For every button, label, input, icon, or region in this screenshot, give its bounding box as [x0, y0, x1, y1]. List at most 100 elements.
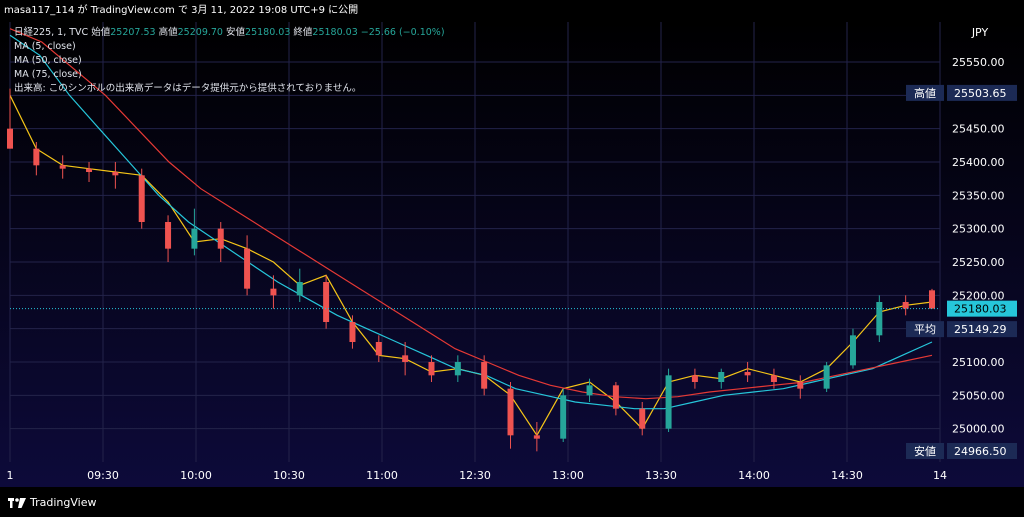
- price-tag-name: 高値: [914, 86, 936, 100]
- price-tag-value: 25503.65: [954, 87, 1007, 100]
- tradingview-brand: TradingView: [30, 496, 97, 509]
- candle-body: [375, 342, 382, 356]
- candle-body: [86, 168, 93, 172]
- price-tag-name-bg: [906, 443, 944, 459]
- chart-frame[interactable]: 25000.0025050.0025100.0025150.0025200.00…: [0, 22, 1024, 487]
- price-tag-name-bg: [906, 84, 944, 101]
- change-value: −25.66 (−0.10%): [360, 27, 445, 38]
- publish-header: masa117_114 が TradingView.com で 3月 11, 2…: [0, 0, 1024, 22]
- x-tick-label: 11:00: [366, 469, 398, 482]
- candle-body: [428, 362, 435, 376]
- legend-ma75-row[interactable]: MA (75, close): [14, 69, 82, 80]
- close-label: 終値: [293, 27, 313, 38]
- candle-body: [270, 288, 277, 296]
- low-value: 25180.03: [245, 27, 291, 38]
- grid: [9, 22, 941, 462]
- last-price-tag-bg: [947, 300, 1017, 317]
- high-label: 高値: [158, 27, 178, 38]
- candle-body: [586, 385, 593, 396]
- candle-body: [902, 302, 909, 309]
- candle-body: [929, 290, 935, 309]
- symbol-label: 日経225, 1, TVC: [14, 27, 89, 38]
- candle-body: [296, 282, 303, 296]
- chart-legend: 日経225, 1, TVC 始値25207.53 高値25209.70 安値25…: [14, 26, 445, 96]
- high-value: 25209.70: [177, 27, 223, 38]
- x-tick-label: 12:30: [459, 469, 491, 482]
- y-tick-label: 25550.00: [952, 56, 1005, 69]
- candle-body: [7, 128, 13, 149]
- candle-body: [770, 375, 777, 382]
- candle-body: [191, 228, 198, 249]
- price-tag-value: 25149.29: [954, 323, 1007, 336]
- candle-body: [665, 375, 672, 429]
- y-tick-label: 25200.00: [952, 289, 1005, 302]
- candle-body: [797, 382, 804, 389]
- x-tick-label: 14: [933, 469, 947, 482]
- publish-caption: masa117_114 が TradingView.com で 3月 11, 2…: [4, 5, 359, 16]
- price-tag-name: 安値: [914, 444, 936, 458]
- legend-ma5-row[interactable]: MA (5, close): [14, 41, 76, 52]
- candle-body: [823, 365, 830, 389]
- candle-body: [33, 148, 40, 166]
- candles: [7, 88, 935, 452]
- open-label: 始値: [91, 27, 111, 38]
- y-tick-label: 25000.00: [952, 423, 1005, 436]
- y-tick-label: 25300.00: [952, 223, 1005, 236]
- candle-body: [138, 175, 145, 222]
- x-tick-label: 10:30: [273, 469, 305, 482]
- price-tag-value: 24966.50: [954, 445, 1007, 458]
- last-price-tag-value: 25180.03: [954, 303, 1007, 316]
- open-value: 25207.53: [110, 27, 156, 38]
- close-value: 25180.03: [312, 27, 358, 38]
- candle-body: [691, 375, 698, 382]
- candle-body: [481, 362, 488, 389]
- x-tick-label: 14:00: [738, 469, 770, 482]
- ma-line: [9, 28, 933, 400]
- price-chart[interactable]: 25000.0025050.0025100.0025150.0025200.00…: [0, 22, 1024, 487]
- price-tag-bg: [947, 443, 1017, 459]
- x-tick-label: 14:30: [831, 469, 863, 482]
- candle-body: [217, 228, 224, 249]
- x-tick-label: 09:30: [87, 469, 119, 482]
- y-tick-label: 25050.00: [952, 389, 1005, 402]
- y-tick-label: 25400.00: [952, 156, 1005, 169]
- candle-body: [876, 302, 883, 336]
- price-labels: 25503.65 高値 25180.03 25149.29 平均 24966.50 安値: [906, 84, 1017, 459]
- candle-body: [718, 372, 725, 382]
- candle-body: [560, 395, 567, 439]
- candle-body: [323, 282, 330, 322]
- y-tick-label: 25100.00: [952, 356, 1005, 369]
- x-tick-label: 13:30: [645, 469, 677, 482]
- candle-body: [349, 322, 356, 342]
- price-tag-bg: [947, 321, 1017, 338]
- x-tick-label: 13:00: [552, 469, 584, 482]
- candle-body: [849, 335, 856, 366]
- price-tag-bg: [947, 84, 1017, 101]
- candle-body: [507, 388, 514, 436]
- y-tick-label: 25250.00: [952, 256, 1005, 269]
- candle-body: [639, 408, 646, 429]
- legend-ohlc-row: 日経225, 1, TVC 始値25207.53 高値25209.70 安値25…: [14, 26, 445, 40]
- y-tick-label: 25350.00: [952, 189, 1005, 202]
- candle-body: [744, 372, 751, 376]
- price-tag-name: 平均: [914, 323, 936, 336]
- volume-note: 出来高: このシンボルの出来高データはデータ提供元から提供されておりません。: [14, 83, 362, 94]
- tradingview-logo[interactable]: TradingView: [8, 496, 96, 509]
- x-tick-label: 10:00: [180, 469, 212, 482]
- candle-body: [533, 435, 540, 439]
- time-axis[interactable]: 1 09:30 10:00 10:30 11:00 12:30 13:00 13:30 14:0…: [7, 469, 948, 482]
- x-tick-label: 1: [7, 469, 14, 482]
- currency-label: JPY: [971, 26, 989, 39]
- candle-body: [112, 172, 119, 176]
- low-label: 安値: [226, 27, 246, 38]
- candle-body: [165, 222, 172, 249]
- ma-line: [9, 34, 933, 410]
- tradingview-logo-icon: [8, 498, 26, 508]
- legend-ma50-row[interactable]: MA (50, close): [14, 55, 82, 66]
- candle-body: [402, 355, 409, 362]
- candle-body: [59, 165, 66, 169]
- price-tag-name-bg: [906, 321, 944, 338]
- candle-body: [612, 385, 619, 409]
- candle-body: [244, 248, 251, 289]
- moving-average-lines: [9, 28, 933, 437]
